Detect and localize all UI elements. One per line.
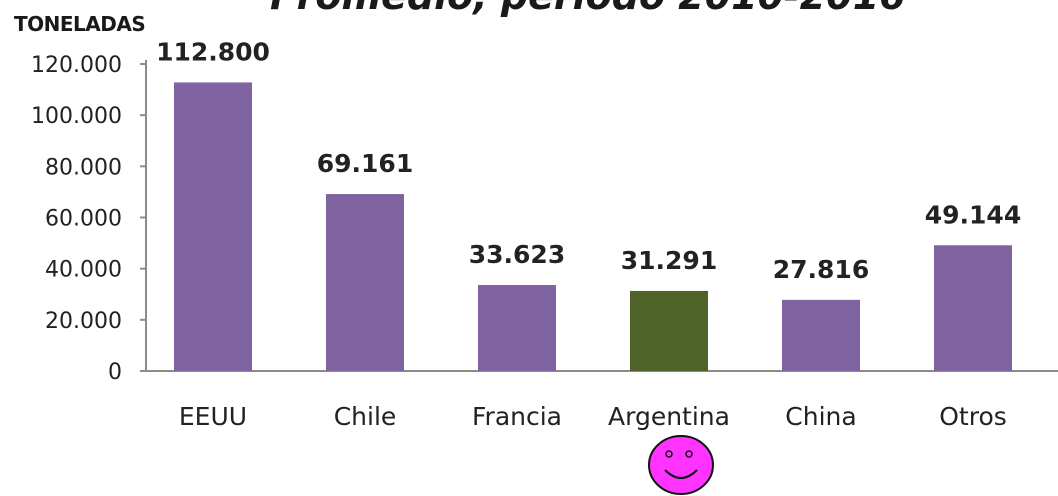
data-label: 31.291 bbox=[621, 246, 717, 275]
smiley-face-icon bbox=[648, 435, 714, 495]
data-label: 27.816 bbox=[773, 255, 869, 284]
bars bbox=[174, 82, 1012, 372]
y-tick-label: 120.000 bbox=[31, 53, 122, 78]
x-tick-label: EEUU bbox=[179, 402, 247, 431]
bar bbox=[326, 194, 404, 371]
bar bbox=[934, 245, 1012, 371]
x-tick-label: Otros bbox=[939, 402, 1007, 431]
data-label: 33.623 bbox=[469, 240, 565, 269]
x-tick-label: China bbox=[785, 402, 856, 431]
bar bbox=[478, 284, 556, 371]
y-tick-label: 80.000 bbox=[45, 155, 122, 180]
data-label: 49.144 bbox=[925, 200, 1021, 229]
bar bbox=[630, 290, 708, 371]
y-axis-label: TONELADAS bbox=[14, 12, 146, 36]
x-tick-label: Chile bbox=[334, 402, 397, 431]
chart-title: Promedio, periodo 2010-2016 bbox=[270, 0, 970, 18]
x-tick-label: Argentina bbox=[608, 402, 730, 431]
y-tick-label: 100.000 bbox=[31, 104, 122, 129]
bar bbox=[782, 299, 860, 371]
y-tick-label: 0 bbox=[108, 360, 122, 385]
axes: 0 20.000 40.000 60.000 80.000 100.000 120.000 bbox=[31, 53, 1058, 385]
data-label: 112.800 bbox=[156, 37, 270, 66]
y-tick-label: 40.000 bbox=[45, 258, 122, 283]
x-tick-label: Francia bbox=[472, 402, 562, 431]
data-label: 69.161 bbox=[317, 149, 413, 178]
labels: 112.800 EEUU 69.161 Chile 33.623 Francia 31.29… bbox=[156, 37, 1021, 431]
y-tick-label: 60.000 bbox=[45, 207, 122, 232]
bar bbox=[174, 82, 252, 372]
y-tick-label: 20.000 bbox=[45, 309, 122, 334]
